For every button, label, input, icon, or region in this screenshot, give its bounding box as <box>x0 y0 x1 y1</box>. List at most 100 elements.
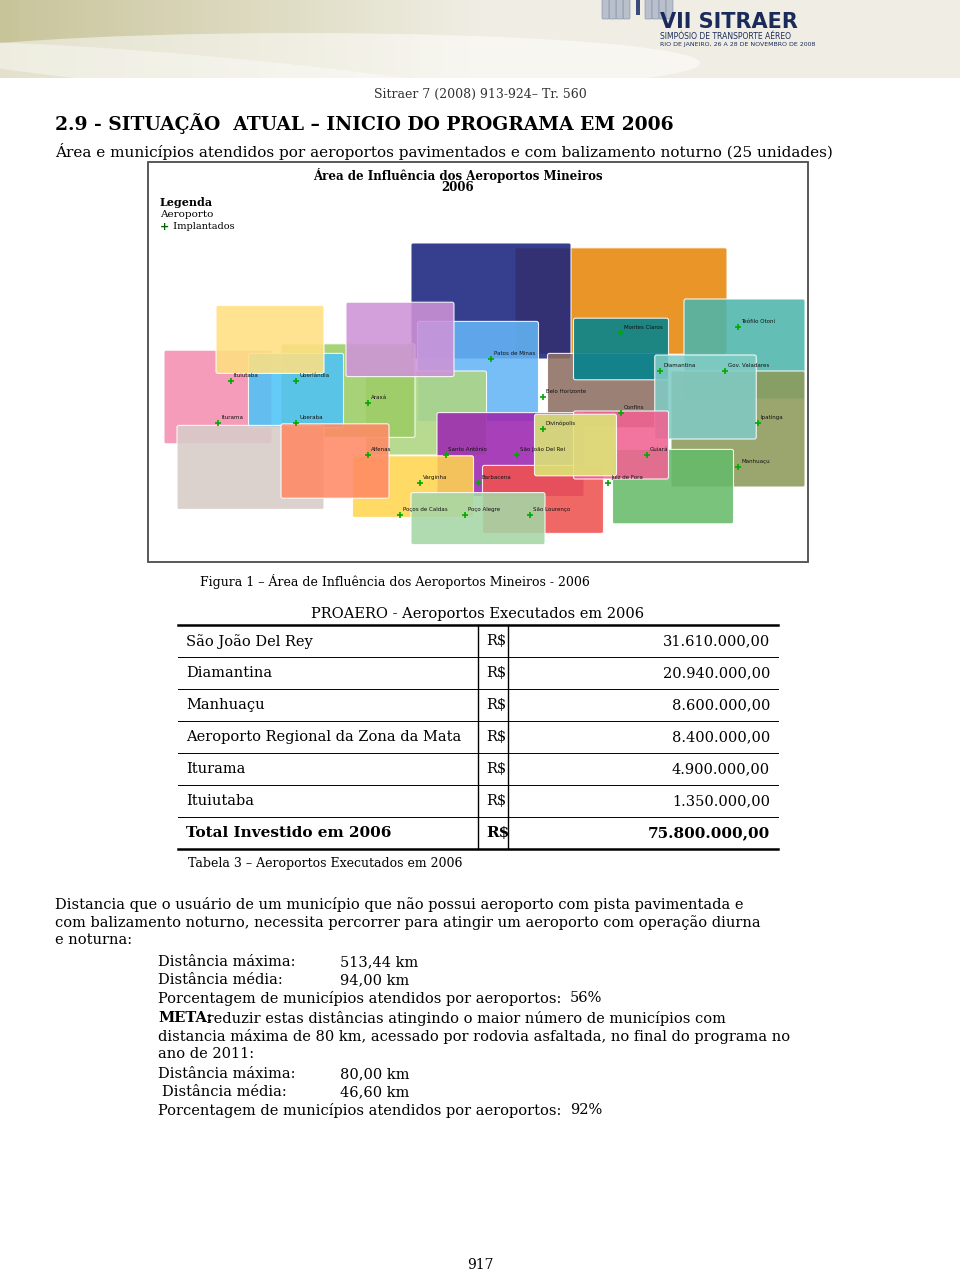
Text: Distância máxima:: Distância máxima: <box>158 1067 296 1081</box>
FancyBboxPatch shape <box>666 0 673 19</box>
FancyBboxPatch shape <box>483 466 604 533</box>
Text: 1.350.000,00: 1.350.000,00 <box>672 794 770 808</box>
Bar <box>96 0 107 78</box>
Text: 92%: 92% <box>570 1102 602 1117</box>
Bar <box>893 0 903 78</box>
FancyBboxPatch shape <box>411 243 571 359</box>
Text: São João Del Rey: São João Del Rey <box>186 634 313 648</box>
Bar <box>605 0 615 78</box>
Text: 2.9 - SITUAÇÃO  ATUAL – INICIO DO PROGRAMA EM 2006: 2.9 - SITUAÇÃO ATUAL – INICIO DO PROGRAM… <box>55 113 674 134</box>
FancyBboxPatch shape <box>652 0 659 19</box>
Bar <box>269 0 279 78</box>
Text: 917: 917 <box>467 1259 493 1273</box>
Text: Figura 1 – Área de Influência dos Aeroportos Mineiros - 2006: Figura 1 – Área de Influência dos Aeropo… <box>200 574 589 590</box>
Bar <box>106 0 116 78</box>
Bar <box>912 0 923 78</box>
Text: Ituiutaba: Ituiutaba <box>186 794 254 808</box>
Bar <box>470 0 481 78</box>
Bar <box>806 0 817 78</box>
Bar <box>336 0 347 78</box>
FancyBboxPatch shape <box>515 248 727 354</box>
Bar <box>432 0 443 78</box>
Bar <box>557 0 567 78</box>
Text: 8.600.000,00: 8.600.000,00 <box>672 698 770 712</box>
Text: 513,44 km: 513,44 km <box>340 955 419 969</box>
Bar <box>298 0 308 78</box>
Bar <box>672 0 683 78</box>
Text: Implantados: Implantados <box>170 223 234 231</box>
Text: Poços de Caldas: Poços de Caldas <box>403 508 447 513</box>
Bar <box>29 0 39 78</box>
FancyBboxPatch shape <box>573 411 668 480</box>
Bar <box>240 0 251 78</box>
FancyBboxPatch shape <box>659 0 666 19</box>
Bar <box>874 0 884 78</box>
Text: Manhuaçu: Manhuaçu <box>186 698 265 712</box>
Bar <box>422 0 433 78</box>
Bar <box>816 0 827 78</box>
Text: Distancia que o usuário de um município que não possui aeroporto com pista pavim: Distancia que o usuário de um município … <box>55 897 743 912</box>
Text: Porcentagem de municípios atendidos por aeroportos:: Porcentagem de municípios atendidos por … <box>158 1102 562 1118</box>
Text: Belo Horizonte: Belo Horizonte <box>546 389 587 394</box>
Bar <box>0 0 11 78</box>
Bar <box>278 0 289 78</box>
Text: Iturama: Iturama <box>221 414 243 420</box>
Bar <box>403 0 414 78</box>
Bar <box>250 0 260 78</box>
FancyBboxPatch shape <box>281 423 389 499</box>
Bar <box>778 0 788 78</box>
Text: com balizamento noturno, necessita percorrer para atingir um aeroporto com opera: com balizamento noturno, necessita perco… <box>55 914 760 930</box>
Bar <box>163 0 174 78</box>
Bar <box>902 0 913 78</box>
Ellipse shape <box>0 42 499 105</box>
Bar <box>636 0 640 15</box>
Text: 56%: 56% <box>570 991 602 1005</box>
Bar <box>288 0 299 78</box>
Bar <box>883 0 894 78</box>
Text: 4.900.000,00: 4.900.000,00 <box>672 762 770 776</box>
Bar <box>10 0 20 78</box>
Bar <box>518 0 529 78</box>
FancyBboxPatch shape <box>437 413 584 496</box>
Bar <box>134 0 145 78</box>
FancyBboxPatch shape <box>645 0 652 19</box>
Bar <box>768 0 779 78</box>
Text: Total Investido em 2006: Total Investido em 2006 <box>186 826 392 840</box>
Bar <box>182 0 193 78</box>
Text: Distância média:: Distância média: <box>162 1085 287 1099</box>
Text: Santo Antônio: Santo Antônio <box>448 446 488 451</box>
Text: VII SITRAER: VII SITRAER <box>660 12 798 32</box>
Text: e noturna:: e noturna: <box>55 932 132 946</box>
Text: 8.400.000,00: 8.400.000,00 <box>672 730 770 744</box>
Bar <box>413 0 423 78</box>
Bar <box>643 0 654 78</box>
Text: Patos de Minas: Patos de Minas <box>494 350 536 356</box>
Bar <box>538 0 548 78</box>
Bar <box>787 0 798 78</box>
Text: Gov. Valadares: Gov. Valadares <box>728 363 769 368</box>
Text: 2006: 2006 <box>442 182 474 194</box>
Text: Uberlândia: Uberlândia <box>299 373 329 379</box>
Bar <box>307 0 318 78</box>
Bar <box>58 0 68 78</box>
Bar <box>148 162 808 561</box>
Text: 31.610.000,00: 31.610.000,00 <box>662 634 770 648</box>
Bar <box>701 0 711 78</box>
Bar <box>720 0 731 78</box>
Bar <box>202 0 212 78</box>
Bar <box>922 0 932 78</box>
Bar <box>148 162 808 561</box>
Text: Aeroporto Regional da Zona da Mata: Aeroporto Regional da Zona da Mata <box>186 730 461 744</box>
Bar <box>125 0 135 78</box>
Bar <box>509 0 519 78</box>
Text: Confins: Confins <box>624 405 644 411</box>
Text: 46,60 km: 46,60 km <box>340 1085 409 1099</box>
Text: 75.800.000,00: 75.800.000,00 <box>648 826 770 840</box>
Bar <box>864 0 875 78</box>
FancyBboxPatch shape <box>623 0 630 19</box>
Text: reduzir estas distâncias atingindo o maior número de municípios com: reduzir estas distâncias atingindo o mai… <box>202 1010 726 1026</box>
Text: Alfenas: Alfenas <box>371 446 391 451</box>
Text: Tabela 3 – Aeroportos Executados em 2006: Tabela 3 – Aeroportos Executados em 2006 <box>188 857 463 870</box>
Text: 20.940.000,00: 20.940.000,00 <box>662 666 770 680</box>
Bar <box>931 0 942 78</box>
